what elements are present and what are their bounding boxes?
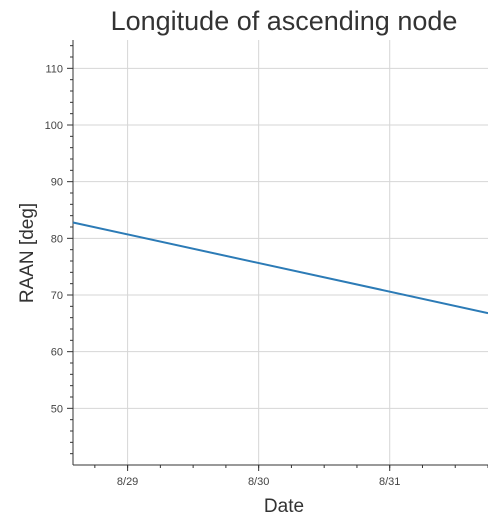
x-tick-label: 8/31 bbox=[379, 476, 400, 488]
y-tick-label: 90 bbox=[51, 177, 63, 189]
y-tick-label: 60 bbox=[51, 347, 63, 359]
chart-title: Longitude of ascending node bbox=[111, 6, 458, 36]
x-tick-label: 8/29 bbox=[117, 476, 138, 488]
y-tick-label: 100 bbox=[45, 120, 63, 132]
y-tick-label: 80 bbox=[51, 233, 63, 245]
plot-area bbox=[72, 221, 488, 315]
series-line bbox=[72, 221, 488, 315]
y-tick-label: 50 bbox=[51, 403, 63, 415]
y-tick-label: 70 bbox=[51, 290, 63, 302]
x-tick-label: 8/30 bbox=[248, 476, 269, 488]
axes: 8/29 8/30 8/31 50 60 70 80 90 100 110 bbox=[45, 40, 488, 488]
y-axis-label: RAAN [deg] bbox=[17, 203, 38, 303]
y-tick-label: 110 bbox=[45, 63, 63, 75]
grid bbox=[73, 40, 488, 465]
x-axis-label: Date bbox=[264, 496, 304, 517]
